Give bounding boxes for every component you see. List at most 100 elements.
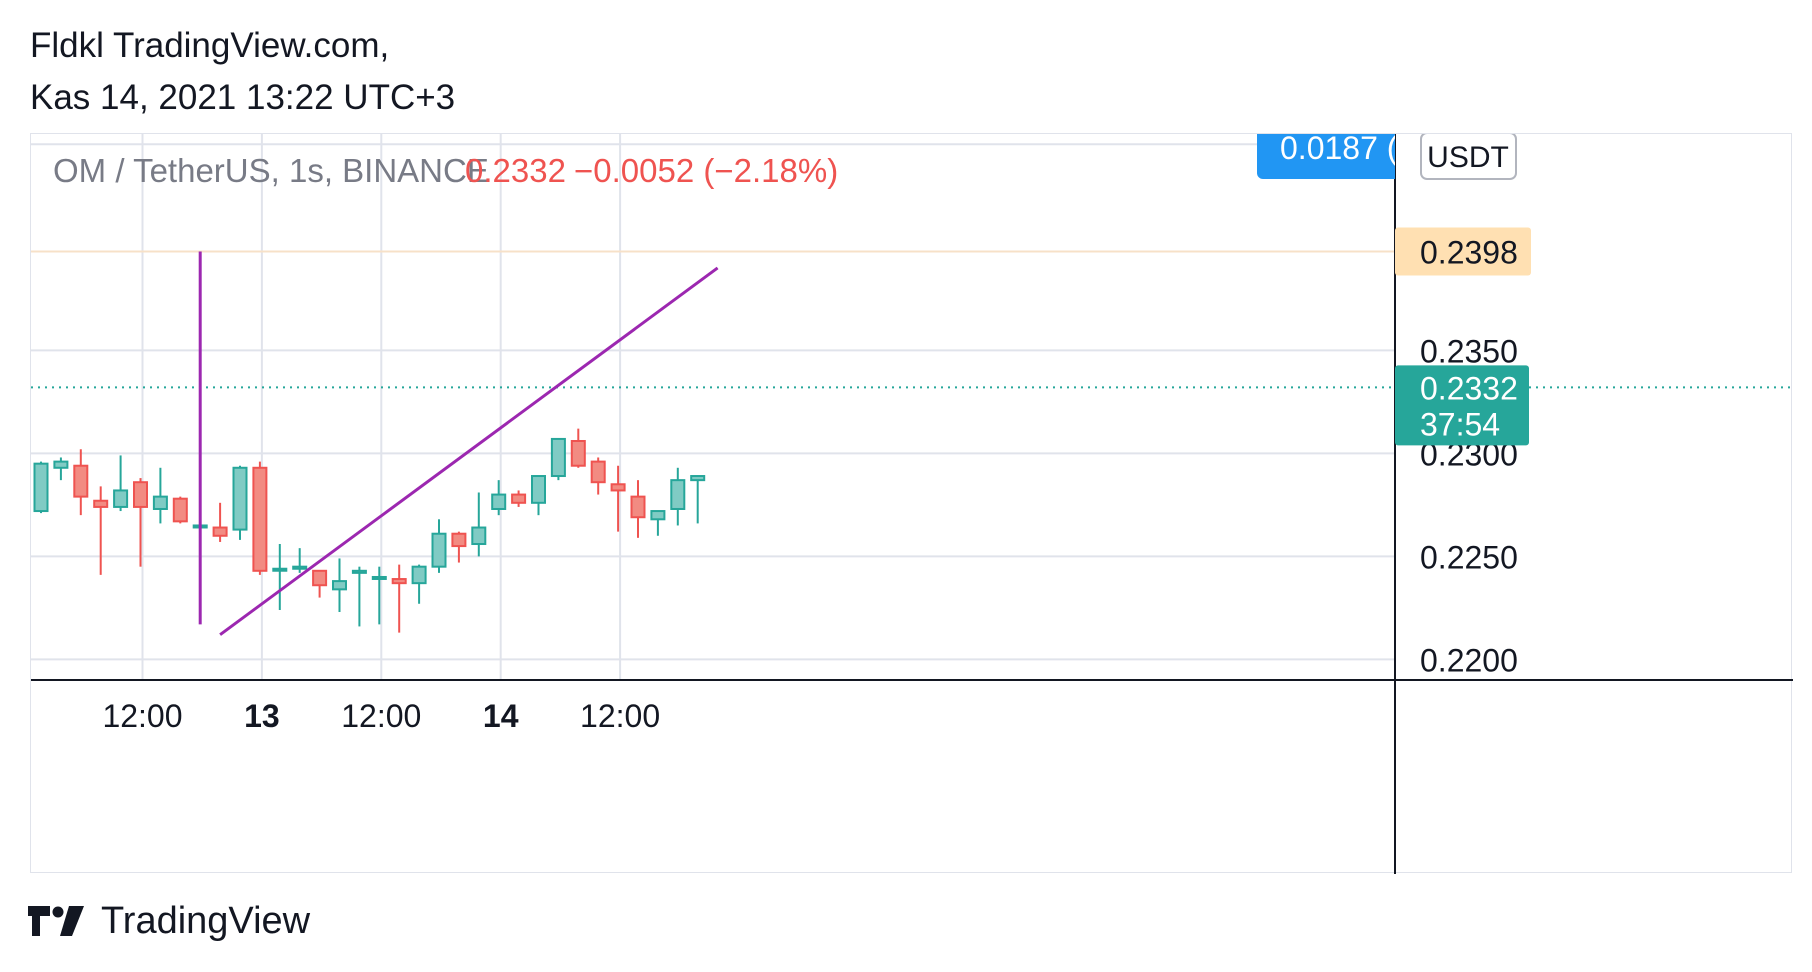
candle — [172, 496, 188, 524]
measure-badge: 0.0187 ( — [1257, 134, 1398, 179]
price-tick-label: 0.2250 — [1420, 539, 1518, 575]
candle-body — [332, 580, 347, 591]
level-price-badge-bg — [1395, 227, 1531, 276]
candle — [391, 564, 407, 633]
candle-body — [371, 575, 387, 580]
drawing-layer — [198, 251, 719, 636]
measure-badge-text: 0.0187 ( — [1280, 134, 1398, 166]
time-tick-label: 14 — [483, 698, 519, 734]
candle-body — [511, 493, 527, 504]
candle — [152, 467, 168, 524]
legend-symbol: OM / TetherUS, 1s, BINANCE — [53, 152, 489, 189]
footer-brand: TradingView — [101, 900, 311, 942]
candle — [292, 548, 308, 573]
candle-body — [312, 569, 328, 587]
candle — [431, 519, 447, 573]
price-tick-label: 0.2200 — [1420, 642, 1518, 678]
candle — [33, 461, 49, 514]
candle-body — [351, 569, 367, 574]
candle-body — [610, 483, 626, 492]
candle-body — [53, 460, 69, 469]
tradingview-logo-icon — [28, 898, 86, 942]
candlestick-chart[interactable]: 0.24500.23500.23000.22500.220012:001312:… — [31, 134, 1793, 874]
candle-body — [232, 466, 248, 531]
last-price-badge-countdown: 37:54 — [1420, 406, 1500, 442]
level-price-badge: 0.2398 — [1395, 227, 1531, 276]
candle — [351, 566, 367, 627]
candle-body — [451, 532, 467, 548]
time-tick-label: 12:00 — [102, 698, 182, 734]
price-tick-label: 0.2350 — [1420, 333, 1518, 369]
candle — [670, 467, 686, 526]
candle-body — [411, 565, 427, 585]
candle — [53, 457, 69, 481]
candle — [312, 569, 328, 598]
candle — [531, 475, 546, 516]
candle — [590, 457, 606, 495]
candle-body — [172, 497, 188, 523]
grid-layer — [31, 134, 1395, 680]
candle — [232, 465, 248, 540]
candle-body — [650, 510, 666, 521]
candle-body — [133, 481, 148, 508]
time-tick-label: 13 — [244, 698, 280, 734]
candle-body — [690, 475, 706, 482]
chart-header-author: Fldkl TradingView.com, — [30, 26, 390, 65]
candle — [133, 478, 148, 567]
chart-header-timestamp: Kas 14, 2021 13:22 UTC+3 — [30, 78, 456, 117]
candle-body — [590, 460, 606, 484]
candle-body — [431, 532, 447, 568]
level-price-badge-value: 0.2398 — [1420, 234, 1518, 270]
chart-frame: 0.24500.23500.23000.22500.220012:001312:… — [30, 133, 1793, 874]
candle — [570, 428, 586, 468]
candle-body — [471, 526, 487, 546]
candle — [332, 558, 347, 613]
candle-body — [113, 489, 129, 508]
candle-body — [670, 479, 686, 510]
candle — [411, 564, 427, 604]
candle-body — [252, 466, 268, 572]
candle-body — [272, 567, 288, 572]
time-tick-label: 12:00 — [341, 698, 421, 734]
candle — [113, 455, 129, 512]
candle-body — [531, 475, 546, 504]
candle — [491, 480, 507, 516]
candle — [650, 510, 666, 536]
candle — [690, 475, 706, 524]
legend-change: −0.0052 (−2.18%) — [574, 152, 838, 189]
candle-body — [212, 526, 228, 537]
legend-price: 0.2332 — [465, 152, 566, 189]
candle-body — [93, 499, 109, 508]
candle-body — [33, 462, 49, 513]
candle-body — [391, 578, 407, 585]
candle — [610, 465, 626, 532]
candle — [272, 544, 288, 610]
candle — [630, 480, 646, 538]
time-tick-label: 12:00 — [580, 698, 660, 734]
candle-body — [292, 565, 308, 570]
candle — [93, 486, 109, 575]
overlay-layer — [31, 250, 1793, 389]
candle-body — [570, 439, 586, 467]
candle-body — [152, 495, 168, 510]
measure-badge-bg — [1257, 134, 1395, 179]
candle — [550, 437, 566, 481]
candle — [511, 490, 527, 507]
candle — [252, 461, 268, 575]
trendline — [219, 266, 719, 636]
currency-button[interactable]: USDT — [1420, 134, 1517, 180]
currency-button-label: USDT — [1427, 141, 1509, 174]
currency-button-bg — [1420, 134, 1517, 180]
candle — [212, 502, 228, 542]
last-price-badge-value: 0.2332 — [1420, 370, 1518, 406]
last-price-badge-bg — [1395, 365, 1529, 446]
candle — [471, 492, 487, 557]
candle-body — [630, 495, 646, 519]
candle-layer — [33, 428, 706, 633]
candle-body — [550, 437, 566, 478]
candle-body — [73, 464, 89, 498]
candle-body — [491, 493, 507, 510]
candle — [451, 531, 467, 563]
